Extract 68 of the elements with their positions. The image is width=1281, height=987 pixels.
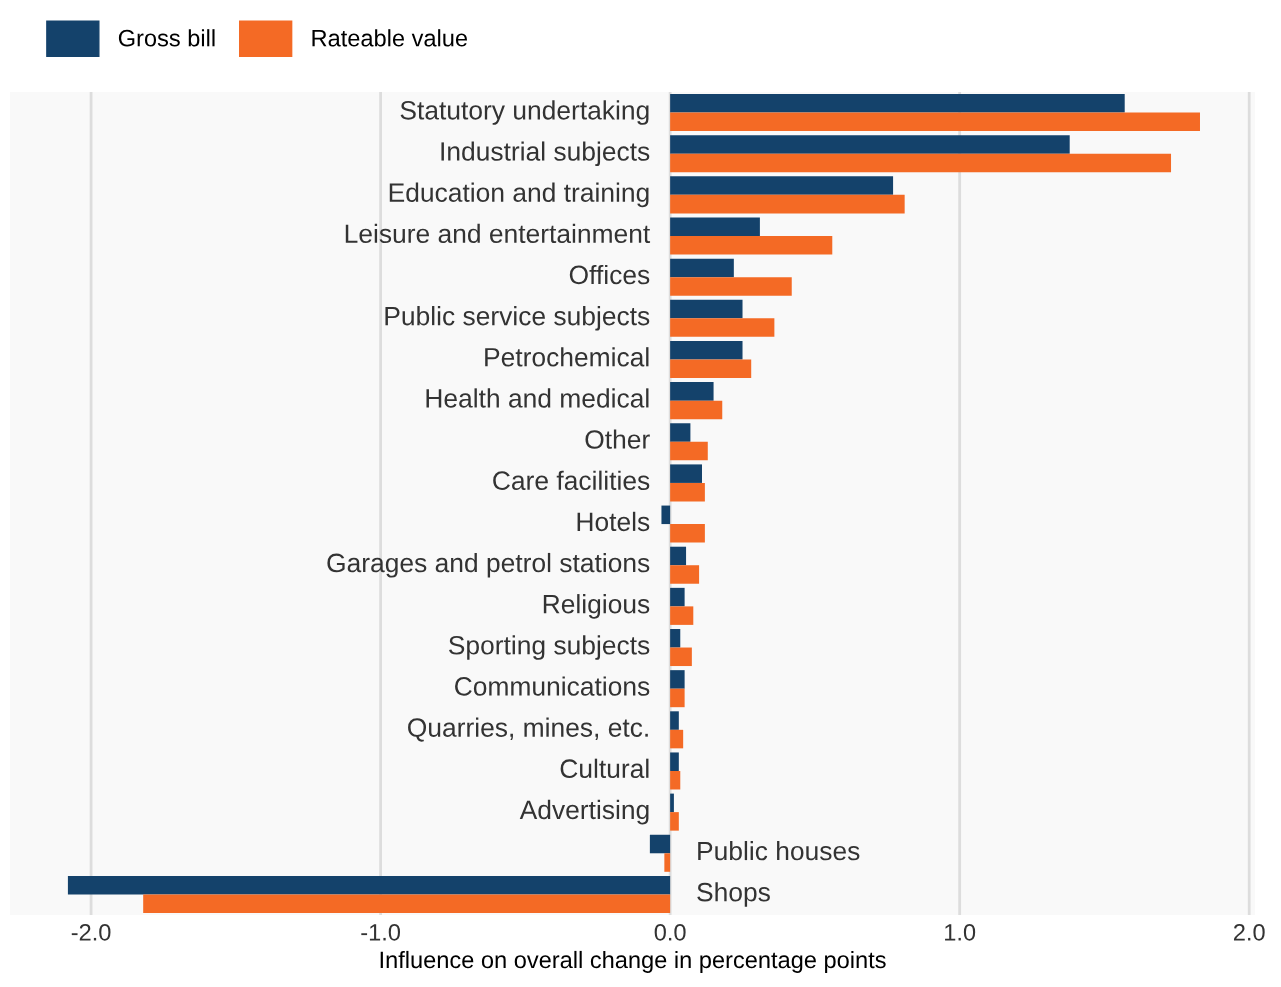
bar	[670, 135, 1070, 154]
legend-label: Rateable value	[312, 29, 468, 47]
bar	[670, 359, 752, 378]
bar	[670, 299, 743, 319]
bar	[670, 176, 894, 195]
bar	[670, 546, 687, 566]
y-tick-label: Industrial subjects	[441, 141, 650, 167]
bar	[670, 441, 708, 461]
bar	[670, 752, 679, 771]
x-tick-label: 0.0	[654, 923, 686, 941]
bar	[670, 464, 702, 483]
y-tick-label: Health and medical	[426, 388, 649, 408]
bar	[670, 94, 1125, 113]
bar	[670, 629, 681, 648]
bar	[670, 258, 734, 278]
y-tick-label: Hotels	[577, 511, 650, 532]
y-tick-label: Other	[585, 429, 650, 449]
bar	[670, 482, 705, 502]
y-tick-label: Offices	[569, 264, 650, 285]
bar	[670, 340, 743, 360]
bar	[670, 770, 681, 790]
bar	[670, 277, 792, 296]
y-tick-label: Education and training	[389, 182, 649, 208]
bar	[670, 565, 700, 584]
bar	[670, 670, 685, 689]
y-tick-label: Communications	[455, 676, 650, 696]
legend-label: Gross bill	[118, 29, 215, 47]
y-tick-label: Advertising	[519, 799, 649, 825]
y-tick-label: Cultural	[560, 758, 649, 779]
y-tick-label: Religious	[543, 594, 650, 619]
bar	[670, 236, 833, 255]
bar	[670, 153, 1172, 173]
bar	[649, 834, 671, 854]
bar	[670, 606, 694, 625]
y-tick-label: Leisure and entertainment	[345, 223, 651, 244]
bar	[670, 423, 691, 442]
y-tick-label: Garages and petrol stations	[327, 552, 650, 578]
x-tick-label: -1.0	[361, 923, 401, 941]
x-tick-label: -2.0	[71, 923, 111, 941]
bar	[143, 894, 671, 913]
bar	[670, 812, 679, 831]
bar	[664, 853, 671, 872]
y-tick-label: Statutory undertaking	[400, 100, 649, 125]
y-tick-label: Public houses	[698, 840, 860, 861]
bar	[670, 688, 685, 708]
x-axis-title: Influence on overall change in percentage points	[380, 950, 886, 973]
bar	[670, 382, 714, 401]
y-tick-label: Care facilities	[493, 470, 650, 491]
y-tick-label: Public service subjects	[385, 306, 650, 331]
y-tick-label: Petrochemical	[485, 347, 649, 367]
bar	[670, 793, 674, 813]
y-tick-label: Sporting subjects	[449, 635, 650, 660]
x-tick-label: 1.0	[945, 923, 976, 941]
bar	[670, 711, 679, 730]
bar	[670, 647, 692, 667]
bar	[670, 729, 684, 749]
bar	[670, 524, 705, 543]
bar	[670, 194, 905, 214]
bar	[670, 400, 723, 420]
bar	[661, 505, 671, 525]
bar	[670, 217, 760, 237]
bar	[67, 875, 671, 895]
x-tick-label: 2.0	[1233, 923, 1265, 941]
bar	[670, 587, 685, 607]
y-tick-label: Shops	[697, 882, 770, 907]
y-tick-label: Quarries, mines, etc.	[408, 717, 648, 742]
bar	[670, 318, 775, 337]
bar	[670, 112, 1200, 132]
